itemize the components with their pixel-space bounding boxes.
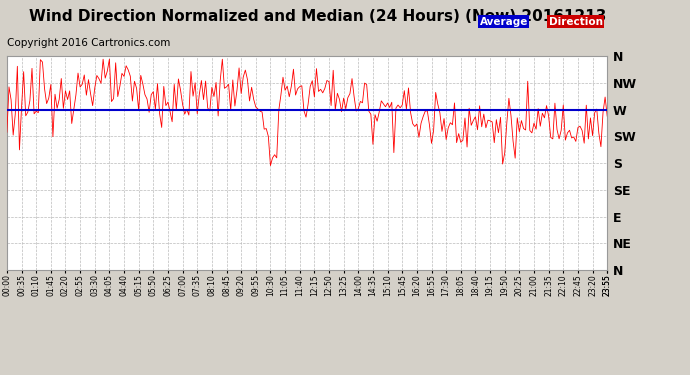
Text: Copyright 2016 Cartronics.com: Copyright 2016 Cartronics.com xyxy=(7,38,170,48)
Text: Wind Direction Normalized and Median (24 Hours) (New) 20161213: Wind Direction Normalized and Median (24… xyxy=(29,9,606,24)
Text: Direction: Direction xyxy=(549,17,602,27)
Text: Average: Average xyxy=(480,17,528,27)
